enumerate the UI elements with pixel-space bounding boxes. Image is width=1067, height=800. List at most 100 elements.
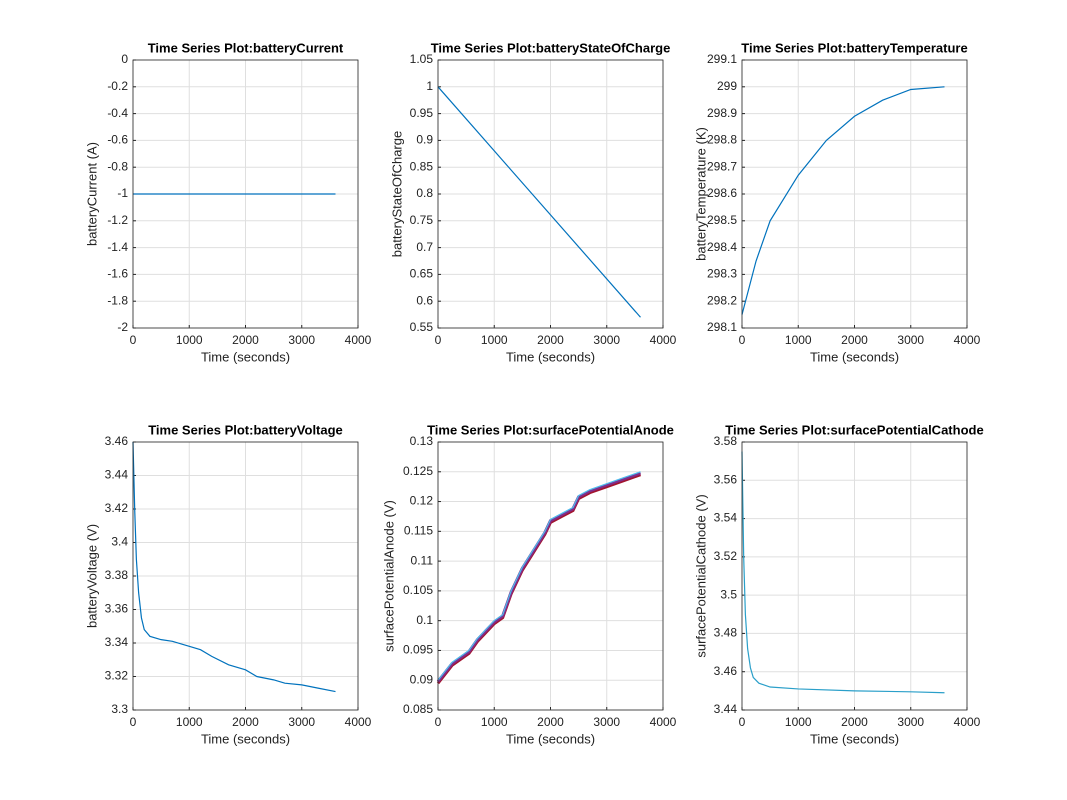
y-axis-label: batteryStateOfCharge <box>389 131 404 257</box>
y-tick-label: 298.1 <box>707 320 737 334</box>
axes-frame <box>132 59 359 329</box>
chart-title: Time Series Plot:batteryCurrent <box>148 40 344 55</box>
y-tick-label: 0.09 <box>410 672 434 686</box>
x-tick-label: 0 <box>130 715 137 729</box>
axes-frame <box>437 441 664 711</box>
x-tick-label: 1000 <box>481 715 508 729</box>
y-tick-label: 0.65 <box>410 267 434 281</box>
x-tick-label: 3000 <box>593 715 620 729</box>
y-tick-label: -0.8 <box>107 159 128 173</box>
x-axis-label: Time (seconds) <box>810 349 899 364</box>
x-axis-label: Time (seconds) <box>810 731 899 746</box>
x-tick-label: 1000 <box>176 333 203 347</box>
y-tick-label: 3.46 <box>105 434 129 448</box>
chart-title: Time Series Plot:batteryStateOfCharge <box>431 40 671 55</box>
y-tick-label: -0.6 <box>107 133 128 147</box>
x-tick-label: 1000 <box>785 333 812 347</box>
axes-frame <box>437 59 664 329</box>
y-tick-label: 0.115 <box>404 524 433 538</box>
y-tick-label: 298.8 <box>707 133 737 147</box>
x-axis-label: Time (seconds) <box>506 349 595 364</box>
y-tick-label: 0.11 <box>411 553 434 567</box>
x-tick-label: 3000 <box>897 715 924 729</box>
x-axis-label: Time (seconds) <box>201 349 290 364</box>
y-tick-label: 0.55 <box>410 320 434 334</box>
x-tick-label: 3000 <box>593 333 620 347</box>
series-line <box>741 86 945 315</box>
y-tick-label: 0.6 <box>416 293 433 307</box>
x-axis-label: Time (seconds) <box>201 731 290 746</box>
y-tick-label: 0.12 <box>410 494 434 508</box>
y-axis-label: batteryCurrent (A) <box>84 142 99 246</box>
x-tick-label: 0 <box>130 333 137 347</box>
y-tick-label: -0.4 <box>107 106 128 120</box>
y-tick-label: 3.3 <box>111 702 128 716</box>
x-tick-label: 2000 <box>537 333 564 347</box>
x-tick-label: 4000 <box>345 715 372 729</box>
y-tick-label: 3.54 <box>714 511 738 525</box>
x-tick-label: 0 <box>435 333 442 347</box>
x-tick-label: 4000 <box>650 715 677 729</box>
axes-frame <box>741 59 968 329</box>
y-tick-label: -1.4 <box>107 240 128 254</box>
y-tick-label: 0.095 <box>403 643 433 657</box>
y-tick-label: 3.46 <box>714 664 738 678</box>
series-line <box>436 471 641 683</box>
y-tick-label: 3.44 <box>714 702 738 716</box>
y-tick-label: 3.34 <box>105 635 129 649</box>
y-tick-label: 3.32 <box>105 669 129 683</box>
series-line <box>437 86 641 318</box>
y-tick-label: 298.5 <box>707 213 737 227</box>
x-tick-label: 2000 <box>232 715 259 729</box>
y-tick-label: 0 <box>121 52 128 66</box>
y-axis-label: batteryTemperature (K) <box>693 127 708 261</box>
y-tick-label: 1 <box>426 79 433 93</box>
y-tick-label: 0.125 <box>403 464 433 478</box>
chart-title: Time Series Plot:surfacePotentialCathode <box>725 422 983 437</box>
y-tick-label: -0.2 <box>107 79 128 93</box>
x-tick-label: 1000 <box>481 333 508 347</box>
series-line <box>132 441 336 693</box>
y-tick-label: 0.085 <box>403 702 433 716</box>
y-tick-label: -2 <box>117 320 128 334</box>
series-line <box>741 451 945 694</box>
chart-title: Time Series Plot:batteryVoltage <box>148 422 343 437</box>
y-tick-label: 299.1 <box>707 52 737 66</box>
x-tick-label: 4000 <box>345 333 372 347</box>
y-tick-label: 3.56 <box>714 472 738 486</box>
x-tick-label: 4000 <box>954 715 981 729</box>
x-tick-label: 2000 <box>537 715 564 729</box>
y-axis-label: surfacePotentialAnode (V) <box>381 500 396 652</box>
x-tick-label: 4000 <box>650 333 677 347</box>
x-tick-label: 0 <box>739 333 746 347</box>
y-tick-label: 0.7 <box>416 240 433 254</box>
y-tick-label: -1 <box>117 186 128 200</box>
x-axis-label: Time (seconds) <box>506 731 595 746</box>
y-tick-label: -1.2 <box>107 213 128 227</box>
x-tick-label: 3000 <box>288 333 315 347</box>
axes-frame <box>132 441 359 711</box>
y-tick-label: 298.6 <box>707 186 737 200</box>
y-tick-label: 3.38 <box>105 568 129 582</box>
y-axis-label: surfacePotentialCathode (V) <box>693 494 708 657</box>
y-tick-label: 3.48 <box>714 626 738 640</box>
y-tick-label: -1.8 <box>107 293 128 307</box>
x-tick-label: 1000 <box>785 715 812 729</box>
y-axis-label: batteryVoltage (V) <box>84 524 99 628</box>
x-tick-label: 3000 <box>897 333 924 347</box>
y-tick-label: 0.85 <box>410 159 434 173</box>
axes-frame <box>741 441 968 711</box>
y-tick-label: 298.2 <box>707 293 737 307</box>
x-tick-label: 0 <box>435 715 442 729</box>
x-tick-label: 4000 <box>954 333 981 347</box>
y-tick-label: 0.1 <box>416 613 433 627</box>
x-tick-label: 1000 <box>176 715 203 729</box>
y-tick-label: 1.05 <box>410 52 434 66</box>
y-tick-label: 298.4 <box>707 240 737 254</box>
y-tick-label: 0.75 <box>410 213 434 227</box>
series-line <box>437 471 641 681</box>
y-tick-label: 0.13 <box>410 434 434 448</box>
y-tick-label: 3.58 <box>714 434 738 448</box>
chart-title: Time Series Plot:batteryTemperature <box>741 40 967 55</box>
